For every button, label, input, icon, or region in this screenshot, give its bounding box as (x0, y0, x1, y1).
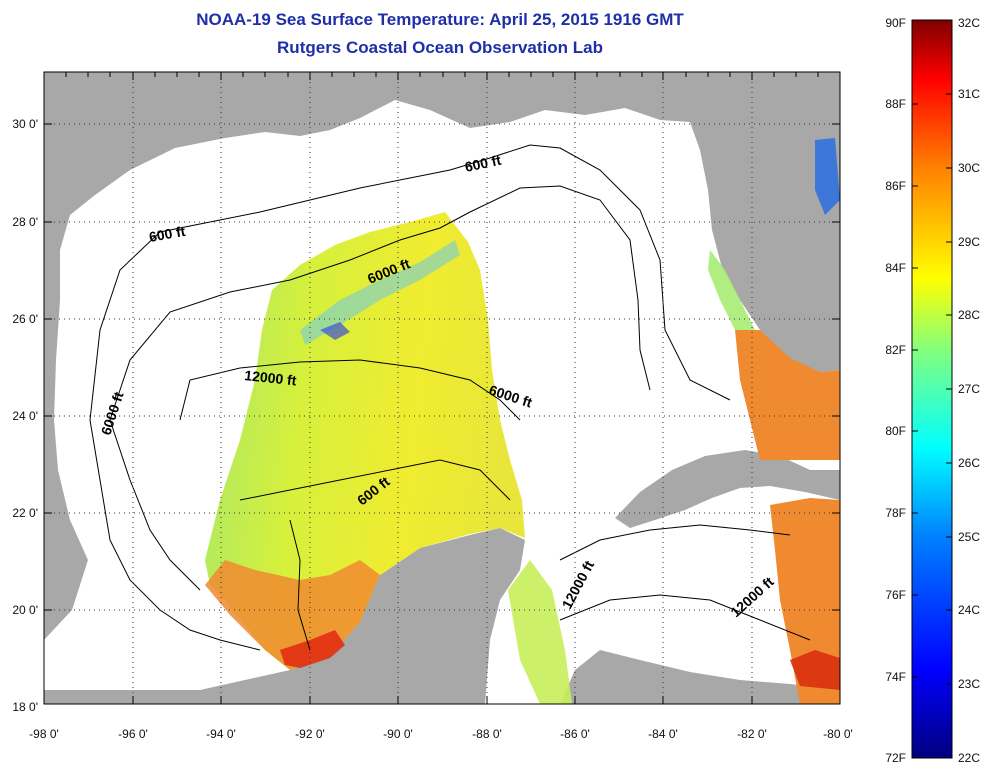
lat-tick-label: 30 0' (12, 117, 38, 131)
colorbar-c-label: 32C (958, 16, 980, 30)
contour-6000-basin (109, 185, 651, 421)
colorbar-f-label: 84F (885, 261, 906, 275)
lat-tick-label: 28 0' (12, 215, 38, 229)
colorbar-c-label: 30C (958, 161, 980, 175)
contour-12000-basin (179, 359, 521, 421)
colorbar-f-label: 72F (885, 751, 906, 765)
lat-tick-label: 26 0' (12, 312, 38, 326)
central-america-land (560, 650, 840, 704)
lon-tick-label: -96 0' (118, 727, 148, 741)
colorbar (911, 19, 953, 759)
colorbar-c-label: 22C (958, 751, 980, 765)
sst-florida-warm (735, 330, 840, 460)
colorbar-f-label: 74F (885, 670, 906, 684)
colorbar-f-label: 90F (885, 16, 906, 30)
contour-yucatan-shelf (289, 519, 311, 651)
colorbar-c-label: 24C (958, 603, 980, 617)
contour-600-shelf (89, 144, 731, 421)
contour-label-600-west: 600 ft (148, 223, 187, 245)
colorbar-f-label: 76F (885, 588, 906, 602)
bathymetry-contours (89, 144, 811, 651)
colorbar-c-label: 26C (958, 456, 980, 470)
contour-6000-campeche (109, 419, 201, 591)
minor-ticks (43, 72, 841, 704)
florida-land (690, 108, 840, 358)
sst-hot-south (280, 630, 345, 668)
mexico-land (44, 528, 525, 704)
colorbar-c-label: 29C (958, 235, 980, 249)
graticule (44, 72, 840, 704)
cuba-land (615, 450, 840, 528)
colorbar-c-label: 28C (958, 308, 980, 322)
colorbar-c-label: 25C (958, 530, 980, 544)
lon-tick-label: -86 0' (560, 727, 590, 741)
lon-tick-label: -92 0' (295, 727, 325, 741)
contour-caribbean-12000 (559, 524, 791, 561)
lon-tick-label: -98 0' (29, 727, 59, 741)
map-frame (43, 71, 841, 705)
colorbar-f-label: 86F (885, 179, 906, 193)
lon-tick-label: -82 0' (737, 727, 767, 741)
colorbar-f-label: 80F (885, 424, 906, 438)
lat-tick-label: 22 0' (12, 506, 38, 520)
sst-blue-patch (320, 322, 350, 340)
contour-caribbean-6000 (559, 594, 811, 641)
colorbar-c-label: 27C (958, 382, 980, 396)
contour-label-600-north: 600 ft (463, 152, 502, 175)
lon-tick-label: -88 0' (472, 727, 502, 741)
sst-yucatan-channel (508, 560, 572, 704)
lat-tick-label: 18 0' (12, 700, 38, 714)
lat-tick-label: 24 0' (12, 409, 38, 423)
sst-caribbean-hot (790, 650, 840, 690)
lon-tick-label: -84 0' (648, 727, 678, 741)
lon-tick-label: -80 0' (823, 727, 853, 741)
contour-label-12000-central: 12000 ft (244, 367, 298, 388)
contour-yucatan-escarpment (239, 459, 511, 501)
sst-east-florida-cool (815, 138, 840, 215)
lat-tick-label: 20 0' (12, 603, 38, 617)
colorbar-c-label: 31C (958, 87, 980, 101)
colorbar-f-label: 88F (885, 97, 906, 111)
colorbar-c-label: 23C (958, 677, 980, 691)
contour-600-campeche (89, 419, 261, 651)
sst-west-florida (708, 250, 755, 330)
colorbar-f-label: 78F (885, 506, 906, 520)
colorbar-f-label: 82F (885, 343, 906, 357)
map-title: NOAA-19 Sea Surface Temperature: April 2… (196, 10, 684, 29)
sst-main-swath (205, 212, 525, 670)
map-subtitle: Rutgers Coastal Ocean Observation Lab (277, 38, 603, 57)
lon-tick-label: -94 0' (206, 727, 236, 741)
lon-tick-label: -90 0' (383, 727, 413, 741)
colorbar-ticks (912, 93, 952, 685)
